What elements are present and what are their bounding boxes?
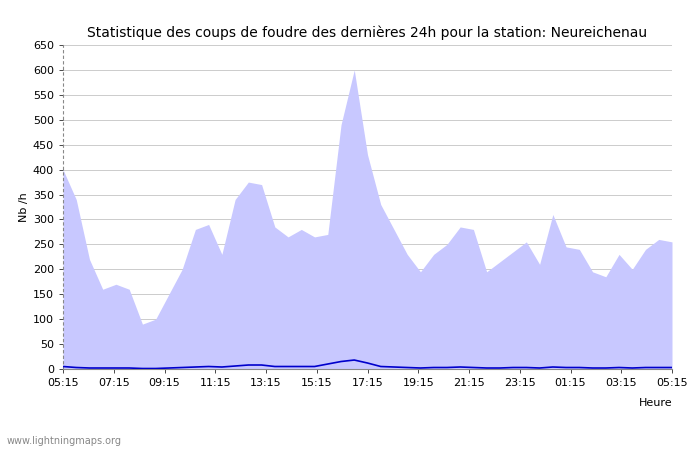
Text: www.lightningmaps.org: www.lightningmaps.org: [7, 436, 122, 446]
Text: Heure: Heure: [638, 398, 672, 408]
Y-axis label: Nb /h: Nb /h: [19, 192, 29, 222]
Title: Statistique des coups de foudre des dernières 24h pour la station: Neureichenau: Statistique des coups de foudre des dern…: [88, 25, 648, 40]
